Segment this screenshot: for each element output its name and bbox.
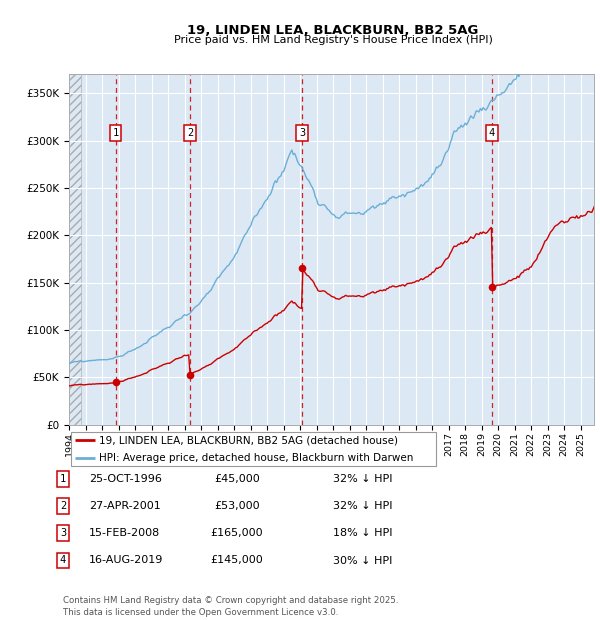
Text: 16-AUG-2019: 16-AUG-2019 (89, 556, 163, 565)
Text: 2: 2 (60, 501, 66, 511)
Text: £165,000: £165,000 (211, 528, 263, 538)
Text: 3: 3 (299, 128, 305, 138)
Text: 32% ↓ HPI: 32% ↓ HPI (333, 501, 392, 511)
Text: 19, LINDEN LEA, BLACKBURN, BB2 5AG (detached house): 19, LINDEN LEA, BLACKBURN, BB2 5AG (deta… (98, 435, 398, 445)
Text: 1: 1 (60, 474, 66, 484)
Text: 4: 4 (489, 128, 495, 138)
Text: Price paid vs. HM Land Registry's House Price Index (HPI): Price paid vs. HM Land Registry's House … (173, 35, 493, 45)
Text: 18% ↓ HPI: 18% ↓ HPI (333, 528, 392, 538)
Text: £145,000: £145,000 (211, 556, 263, 565)
Text: £53,000: £53,000 (214, 501, 260, 511)
Text: 2: 2 (187, 128, 193, 138)
Text: 3: 3 (60, 528, 66, 538)
Text: 27-APR-2001: 27-APR-2001 (89, 501, 161, 511)
Text: 32% ↓ HPI: 32% ↓ HPI (333, 474, 392, 484)
Text: 30% ↓ HPI: 30% ↓ HPI (333, 556, 392, 565)
Text: HPI: Average price, detached house, Blackburn with Darwen: HPI: Average price, detached house, Blac… (98, 453, 413, 464)
Text: 15-FEB-2008: 15-FEB-2008 (89, 528, 160, 538)
Text: £45,000: £45,000 (214, 474, 260, 484)
Text: 19, LINDEN LEA, BLACKBURN, BB2 5AG: 19, LINDEN LEA, BLACKBURN, BB2 5AG (187, 24, 479, 37)
Text: 4: 4 (60, 556, 66, 565)
Text: Contains HM Land Registry data © Crown copyright and database right 2025.
This d: Contains HM Land Registry data © Crown c… (63, 596, 398, 617)
FancyBboxPatch shape (71, 432, 436, 466)
Text: 25-OCT-1996: 25-OCT-1996 (89, 474, 161, 484)
Text: 1: 1 (112, 128, 119, 138)
